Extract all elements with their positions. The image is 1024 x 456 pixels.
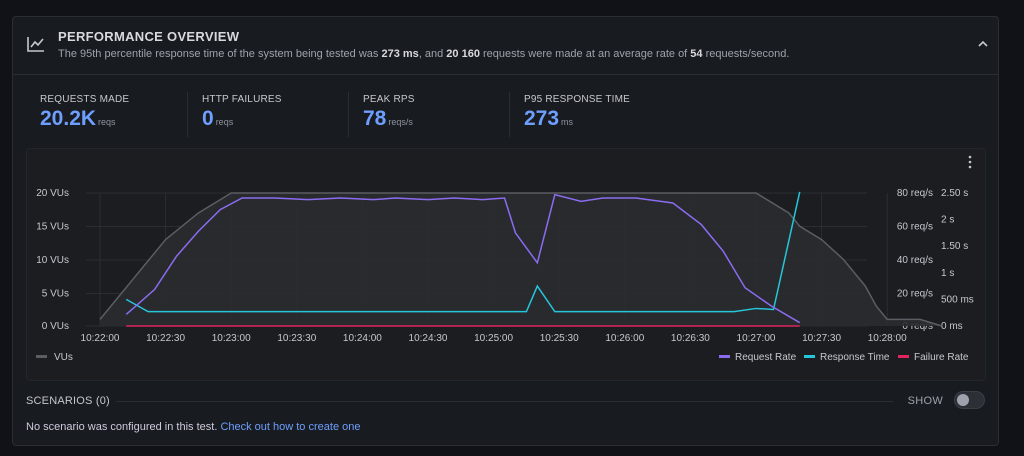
stat-p95-response-time: P95 RESPONSE TIME 273 ms	[509, 92, 670, 137]
stat-http-failures: HTTP FAILURES 0 reqs	[187, 92, 348, 137]
y-right-tick: 2 s	[941, 215, 954, 226]
chart-svg: 20 VUs 15 VUs 10 VUs 5 VUs 0 VUs 80 req/s 60 r…	[36, 188, 974, 363]
kebab-menu-icon[interactable]	[967, 155, 973, 169]
show-scenarios-toggle[interactable]	[954, 391, 985, 409]
stat-label: HTTP FAILURES	[202, 94, 282, 105]
x-tick: 10:27:00	[737, 333, 776, 344]
stat-label: P95 RESPONSE TIME	[524, 94, 631, 105]
x-tick: 10:26:30	[671, 333, 710, 344]
no-scenario-message: No scenario was configured in this test.…	[26, 421, 360, 433]
y-mid-tick: 60 req/s	[897, 222, 933, 233]
summary-text: requests/second.	[702, 48, 790, 60]
x-tick: 10:24:30	[409, 333, 448, 344]
vus-area	[100, 193, 942, 326]
performance-chart: 20 VUs 15 VUs 10 VUs 5 VUs 0 VUs 80 req/s 60 r…	[26, 148, 986, 381]
create-scenario-link[interactable]: Check out how to create one	[220, 421, 361, 433]
summary-p95: 273 ms	[381, 48, 419, 60]
legend-label-failure-rate: Failure Rate	[914, 352, 969, 363]
x-tick: 10:22:00	[81, 333, 120, 344]
x-tick: 10:25:00	[474, 333, 513, 344]
stat-label: REQUESTS MADE	[40, 94, 130, 105]
y-right-tick: 0 ms	[941, 321, 963, 332]
panel-header: PERFORMANCE OVERVIEW The 95th percentile…	[13, 17, 998, 75]
x-tick: 10:22:30	[146, 333, 185, 344]
panel-title: PERFORMANCE OVERVIEW	[58, 29, 240, 44]
x-tick: 10:26:00	[605, 333, 644, 344]
summary-requests: 20 160	[446, 48, 480, 60]
legend-swatch-failure-rate	[898, 355, 909, 358]
scenarios-label: SCENARIOS (0)	[26, 395, 110, 407]
stat-unit: reqs	[215, 117, 234, 127]
x-tick: 10:28:00	[868, 333, 907, 344]
y-mid-tick: 80 req/s	[897, 188, 933, 199]
performance-summary: The 95th percentile response time of the…	[58, 48, 789, 60]
stat-value: 0	[202, 107, 214, 130]
legend-label-response-time: Response Time	[820, 352, 890, 363]
y-right-tick: 1 s	[941, 268, 954, 279]
no-scenario-text: No scenario was configured in this test.	[26, 421, 218, 433]
y-left-tick: 0 VUs	[42, 321, 69, 332]
line-chart-icon	[27, 37, 44, 52]
y-right-tick: 500 ms	[941, 294, 974, 305]
summary-text: requests were made at an average rate of	[479, 48, 691, 60]
stat-value: 273	[524, 107, 560, 130]
x-tick: 10:27:30	[802, 333, 841, 344]
summary-text: , and	[418, 48, 447, 60]
stat-value: 78	[363, 107, 387, 130]
legend-label-request-rate: Request Rate	[735, 352, 797, 363]
performance-overview-panel: PERFORMANCE OVERVIEW The 95th percentile…	[12, 16, 999, 446]
y-right-tick: 2.50 s	[941, 188, 968, 199]
summary-text: The 95th percentile response time of the…	[58, 48, 382, 60]
request-rate-line	[125, 193, 801, 324]
y-left-tick: 10 VUs	[36, 255, 69, 266]
y-left-tick: 5 VUs	[42, 289, 69, 300]
x-tick: 10:23:00	[212, 333, 251, 344]
stat-unit: reqs	[98, 117, 116, 127]
legend-swatch-request-rate	[719, 355, 730, 358]
scenarios-section: SCENARIOS (0) SHOW	[26, 391, 985, 413]
toggle-knob	[957, 394, 969, 406]
legend-swatch-vus	[36, 355, 47, 358]
y-right-tick: 1.50 s	[941, 241, 968, 252]
x-tick: 10:25:30	[540, 333, 579, 344]
x-tick: 10:24:00	[343, 333, 382, 344]
y-mid-tick: 20 req/s	[897, 289, 933, 300]
x-tick: 10:23:30	[277, 333, 316, 344]
summary-rate: 54	[690, 48, 703, 60]
show-label: SHOW	[907, 395, 943, 407]
chevron-up-icon[interactable]	[976, 37, 990, 51]
y-left-tick: 15 VUs	[36, 222, 69, 233]
stat-value: 20.2K	[40, 107, 97, 130]
legend-swatch-response-time	[804, 355, 815, 358]
legend-label-vus: VUs	[54, 352, 73, 363]
y-mid-tick: 0 req/s	[902, 321, 933, 332]
y-left-tick: 20 VUs	[36, 188, 69, 199]
stat-label: PEAK RPS	[363, 94, 415, 105]
stat-unit: ms	[561, 117, 574, 127]
stat-requests-made: REQUESTS MADE 20.2K reqs	[26, 92, 187, 137]
stat-peak-rps: PEAK RPS 78 reqs/s	[348, 92, 509, 137]
stat-unit: reqs/s	[388, 117, 413, 127]
divider	[116, 401, 893, 402]
response-time-line	[125, 191, 801, 313]
y-mid-tick: 40 req/s	[897, 255, 933, 266]
